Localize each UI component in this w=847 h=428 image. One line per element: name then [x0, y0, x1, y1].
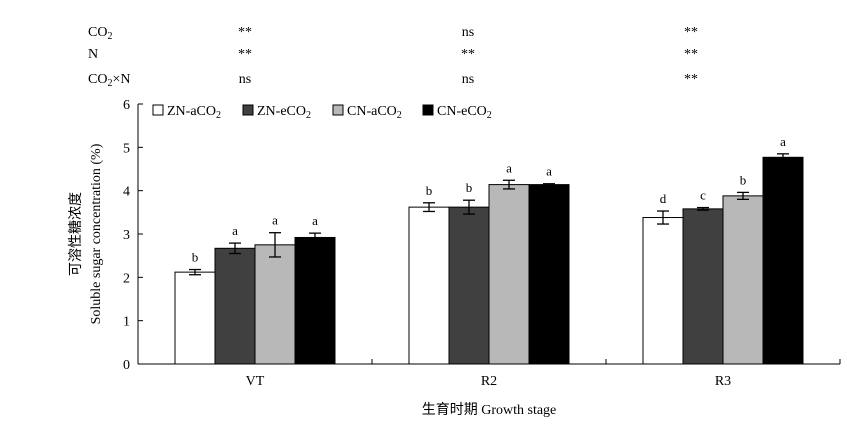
significance-mark: ** [684, 47, 698, 62]
bar [214, 247, 256, 365]
y-tick-label: 1 [123, 315, 130, 330]
significance-mark: ** [461, 47, 475, 62]
y-tick-label: 5 [123, 141, 130, 156]
y-tick-label: 4 [123, 185, 130, 200]
significance-letter: a [546, 164, 552, 179]
legend-label: CN-aCO2 [347, 104, 402, 121]
y-tick-label: 3 [123, 228, 130, 243]
bar [762, 156, 804, 365]
significance-mark: ** [684, 25, 698, 40]
y-axis-label: 可溶性糖浓度 Soluble sugar concentration (%) [68, 143, 104, 324]
significance-letter: a [232, 223, 238, 238]
chart-legend: ZN-aCO2 ZN-eCO2 CN-aCO2 CN-eCO2 [152, 104, 492, 121]
legend-label: ZN-eCO2 [257, 104, 311, 121]
significance-factor-label: CO2×N [88, 72, 130, 89]
bar [174, 271, 216, 365]
significance-mark: ns [462, 72, 474, 87]
significance-letter: b [466, 180, 473, 195]
significance-letter: b [740, 172, 747, 187]
significance-letter: a [780, 134, 786, 149]
bar [642, 217, 684, 365]
y-tick-label: 2 [123, 271, 130, 286]
significance-mark: ** [238, 25, 252, 40]
significance-mark: ns [239, 72, 251, 87]
legend-swatch [242, 104, 254, 116]
legend-label: CN-eCO2 [437, 104, 492, 121]
significance-letter: a [506, 160, 512, 175]
bar [448, 206, 490, 365]
legend-swatch [422, 104, 434, 116]
significance-letter: b [192, 250, 199, 265]
significance-letter: b [426, 183, 433, 198]
significance-letter: a [312, 213, 318, 228]
x-tick-label: VT [246, 374, 265, 389]
bar [254, 244, 296, 365]
chart-bars: b a a a b b a a d c b a [174, 134, 804, 365]
bar [722, 195, 764, 365]
bar [528, 184, 570, 365]
bar [408, 206, 450, 365]
significance-factor-label: N [88, 47, 98, 62]
x-tick-label: R2 [481, 374, 497, 389]
legend-swatch [152, 104, 164, 116]
y-tick-label: 0 [123, 358, 130, 373]
significance-letter: d [660, 191, 667, 206]
significance-mark: ** [238, 47, 252, 62]
significance-factor-label: CO2 [88, 25, 112, 42]
significance-mark: ** [684, 72, 698, 87]
significance-table: CO2 ** ns ** N ** ** ** CO2×N ns ns ** [88, 25, 698, 89]
y-tick-label: 6 [123, 98, 130, 113]
x-tick-label: R3 [715, 374, 731, 389]
significance-letter: a [272, 213, 278, 228]
bar [488, 184, 530, 365]
significance-mark: ns [462, 25, 474, 40]
significance-letter: c [700, 188, 706, 203]
legend-swatch [332, 104, 344, 116]
bar [682, 208, 724, 365]
legend-label: ZN-aCO2 [167, 104, 221, 121]
bar [294, 236, 336, 365]
x-axis-label: 生育时期 Growth stage [422, 402, 557, 418]
